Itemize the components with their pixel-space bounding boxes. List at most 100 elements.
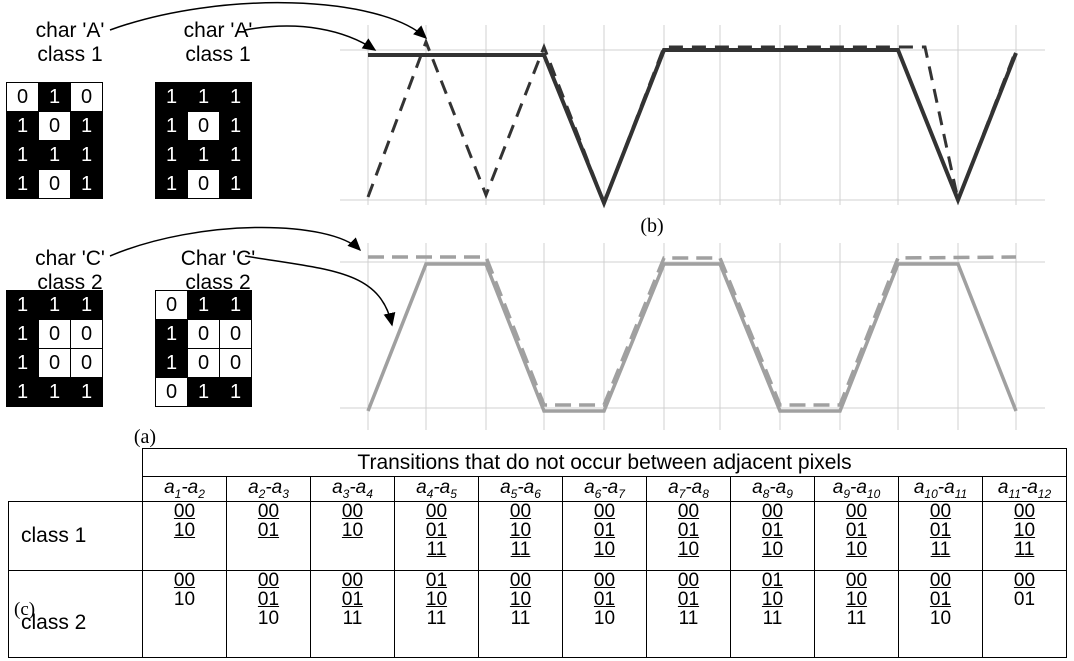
bottom-plot-class2-dashed-line <box>368 255 1017 407</box>
transition-pattern: 11 <box>510 539 531 560</box>
pixel-cell: 1 <box>70 290 103 320</box>
pixel-cell: 1 <box>70 111 103 141</box>
pixel-cell: 1 <box>219 290 252 320</box>
transition-pattern: 10 <box>173 520 196 541</box>
column-header: a7-a8 <box>646 476 731 502</box>
transition-pattern: 11 <box>930 539 951 560</box>
transition-cell: 00 10 <box>310 501 395 571</box>
transition-pattern: 10 <box>1013 520 1036 541</box>
transition-cell: 00 10 <box>142 570 227 658</box>
pixel-cell: 1 <box>155 140 188 170</box>
transition-pattern: 10 <box>845 589 868 610</box>
pixel-cell: 0 <box>70 348 103 378</box>
arrow-c1-to-bottom-plot <box>109 226 362 257</box>
pixel-cell: 1 <box>219 82 252 112</box>
transition-pattern: 11 <box>846 608 867 629</box>
transition-pattern: 10 <box>173 589 196 610</box>
pixel-cell: 1 <box>219 140 252 170</box>
pixel-cell: 1 <box>155 319 188 349</box>
transition-pattern: 10 <box>509 589 532 610</box>
grid4-title: Char 'C' class 2 <box>168 247 268 295</box>
pixel-cell: 1 <box>6 111 39 141</box>
table-title: Transitions that do not occur between ad… <box>142 448 1067 477</box>
panel-c-label: (c) <box>14 599 36 620</box>
transition-cell: 00 01 11 <box>646 570 731 658</box>
transition-cell: 00 01 10 <box>898 570 983 658</box>
pixel-cell: 1 <box>187 140 220 170</box>
transition-pattern: 11 <box>762 608 783 629</box>
transition-pattern: 00 <box>341 501 364 522</box>
transition-pattern: 00 <box>509 570 532 591</box>
pixel-cell: 0 <box>38 111 71 141</box>
transition-pattern: 00 <box>677 501 700 522</box>
transition-pattern: 01 <box>425 570 448 591</box>
transition-pattern: 11 <box>426 608 447 629</box>
pixel-cell: 1 <box>155 111 188 141</box>
column-header: a6-a7 <box>562 476 647 502</box>
transition-cell: 00 01 10 <box>730 501 815 571</box>
transition-pattern: 11 <box>678 608 699 629</box>
transition-pattern: 00 <box>929 570 952 591</box>
transition-cell: 00 10 11 <box>478 501 563 571</box>
transition-pattern: 00 <box>257 501 280 522</box>
pixel-cell: 0 <box>70 82 103 112</box>
pixel-cell: 1 <box>70 140 103 170</box>
transition-pattern: 00 <box>341 570 364 591</box>
grid1-title-char: char 'A' <box>35 19 105 42</box>
column-header: a5-a6 <box>478 476 563 502</box>
transition-cell: 01 10 11 <box>730 570 815 658</box>
transition-cell: 00 01 11 <box>898 501 983 571</box>
transition-pattern: 01 <box>761 570 784 591</box>
transition-pattern: 10 <box>593 608 616 629</box>
transition-cell: 00 01 11 <box>394 501 479 571</box>
plot-gridlines <box>340 25 1045 430</box>
transition-pattern: 01 <box>257 520 280 541</box>
transition-pattern: 00 <box>929 501 952 522</box>
grid4-title-class: class 2 <box>185 271 251 294</box>
pixel-cell: 0 <box>70 319 103 349</box>
transition-pattern: 10 <box>845 539 868 560</box>
row-label: class 2 <box>8 570 143 658</box>
row-label: class 1 <box>8 501 143 571</box>
pixel-cell: 0 <box>155 290 188 320</box>
transition-pattern: 01 <box>929 589 952 610</box>
transition-pattern: 00 <box>845 570 868 591</box>
pixel-cell: 1 <box>155 348 188 378</box>
top-plot-class1-solid-line <box>368 48 1018 209</box>
transition-pattern: 00 <box>173 501 196 522</box>
transition-cell: 00 01 10 <box>562 570 647 658</box>
column-header: a3-a4 <box>310 476 395 502</box>
grid2-title-char: char 'A' <box>183 19 253 42</box>
transition-pattern: 01 <box>593 520 616 541</box>
pixel-cell: 1 <box>6 290 39 320</box>
pixel-cell: 0 <box>38 169 71 199</box>
grid3-title: char 'C' class 2 <box>20 247 120 295</box>
column-header: a10-a11 <box>898 476 983 502</box>
transition-pattern: 00 <box>509 501 532 522</box>
transition-pattern: 10 <box>677 539 700 560</box>
transition-cell: 00 10 11 <box>982 501 1067 571</box>
transition-cell: 00 01 11 <box>310 570 395 658</box>
pixel-cell: 1 <box>6 140 39 170</box>
transition-pattern: 00 <box>677 570 700 591</box>
transition-cell: 00 01 <box>982 570 1067 658</box>
pixel-cell: 1 <box>219 169 252 199</box>
transition-pattern: 00 <box>761 501 784 522</box>
grid3-title-class: class 2 <box>37 271 103 294</box>
transition-cell: 00 01 10 <box>562 501 647 571</box>
transition-cell: 00 01 10 <box>646 501 731 571</box>
transition-pattern: 00 <box>425 501 448 522</box>
transition-cell: 00 10 <box>142 501 227 571</box>
table-row: class 2 00 10 00 01 10 00 01 11 01 10 11 00 10 11 00 01 1… <box>8 570 1067 658</box>
pixel-cell: 0 <box>6 82 39 112</box>
